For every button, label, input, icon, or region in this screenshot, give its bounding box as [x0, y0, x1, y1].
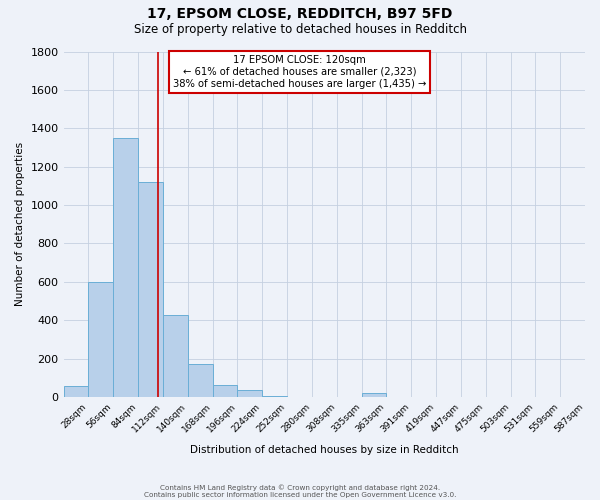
Bar	[238, 390, 262, 397]
Bar	[362, 393, 386, 397]
Bar	[113, 138, 138, 397]
Text: Contains public sector information licensed under the Open Government Licence v3: Contains public sector information licen…	[144, 492, 456, 498]
Text: 17, EPSOM CLOSE, REDDITCH, B97 5FD: 17, EPSOM CLOSE, REDDITCH, B97 5FD	[148, 8, 452, 22]
X-axis label: Distribution of detached houses by size in Redditch: Distribution of detached houses by size …	[190, 445, 458, 455]
Text: Size of property relative to detached houses in Redditch: Size of property relative to detached ho…	[133, 22, 467, 36]
Text: 17 EPSOM CLOSE: 120sqm
← 61% of detached houses are smaller (2,323)
38% of semi-: 17 EPSOM CLOSE: 120sqm ← 61% of detached…	[173, 56, 426, 88]
Text: Contains HM Land Registry data © Crown copyright and database right 2024.: Contains HM Land Registry data © Crown c…	[160, 484, 440, 491]
Bar	[262, 396, 287, 397]
Bar	[212, 386, 238, 397]
Bar	[88, 282, 113, 397]
Y-axis label: Number of detached properties: Number of detached properties	[15, 142, 25, 306]
Bar	[64, 386, 88, 397]
Bar	[163, 316, 188, 397]
Bar	[138, 182, 163, 397]
Bar	[188, 364, 212, 397]
